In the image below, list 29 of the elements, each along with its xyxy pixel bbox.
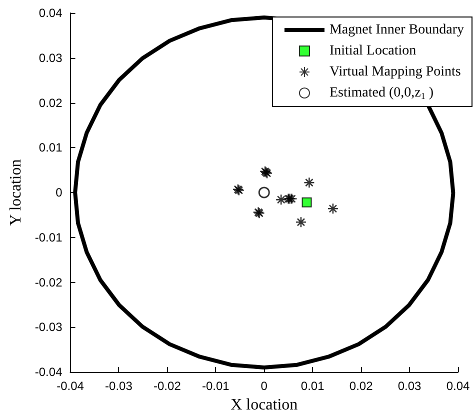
y-tick-label: -0.04 (34, 365, 63, 379)
point (275, 194, 287, 206)
y-axis-title: Y location (8, 159, 24, 226)
y-tick-label: 0 (56, 186, 63, 200)
x-tick-label: -0.03 (105, 379, 133, 393)
y-tick-label: -0.02 (34, 275, 63, 290)
point (302, 197, 312, 208)
y-tick-label: 0.01 (38, 140, 63, 155)
legend-label: Magnet Inner Boundary (329, 22, 464, 38)
point (295, 216, 307, 228)
legend-label: Virtual Mapping Points (329, 64, 461, 80)
y-tick-label: -0.01 (34, 230, 63, 244)
x-tick-label: 0.01 (300, 379, 325, 393)
x-tick-label: 0.03 (398, 379, 422, 393)
legend-label: Initial Location (329, 44, 416, 58)
x-tick-label: 0.04 (446, 379, 470, 393)
x-tick-label: -0.02 (154, 379, 182, 393)
point (258, 186, 270, 198)
point (327, 203, 339, 214)
y-tick-label: -0.03 (34, 320, 63, 334)
x-tick-label: -0.01 (202, 379, 230, 393)
x-axis-title: X location (230, 396, 298, 414)
y-tick-label: 0.02 (38, 96, 63, 110)
x-tick-label: 0 (260, 379, 268, 393)
y-tick-label: 0.04 (38, 6, 63, 20)
point (304, 176, 315, 188)
y-tick-label: 0.03 (38, 50, 63, 65)
x-tick-label: 0.02 (349, 379, 374, 393)
x-tick-label: -0.04 (56, 379, 84, 393)
